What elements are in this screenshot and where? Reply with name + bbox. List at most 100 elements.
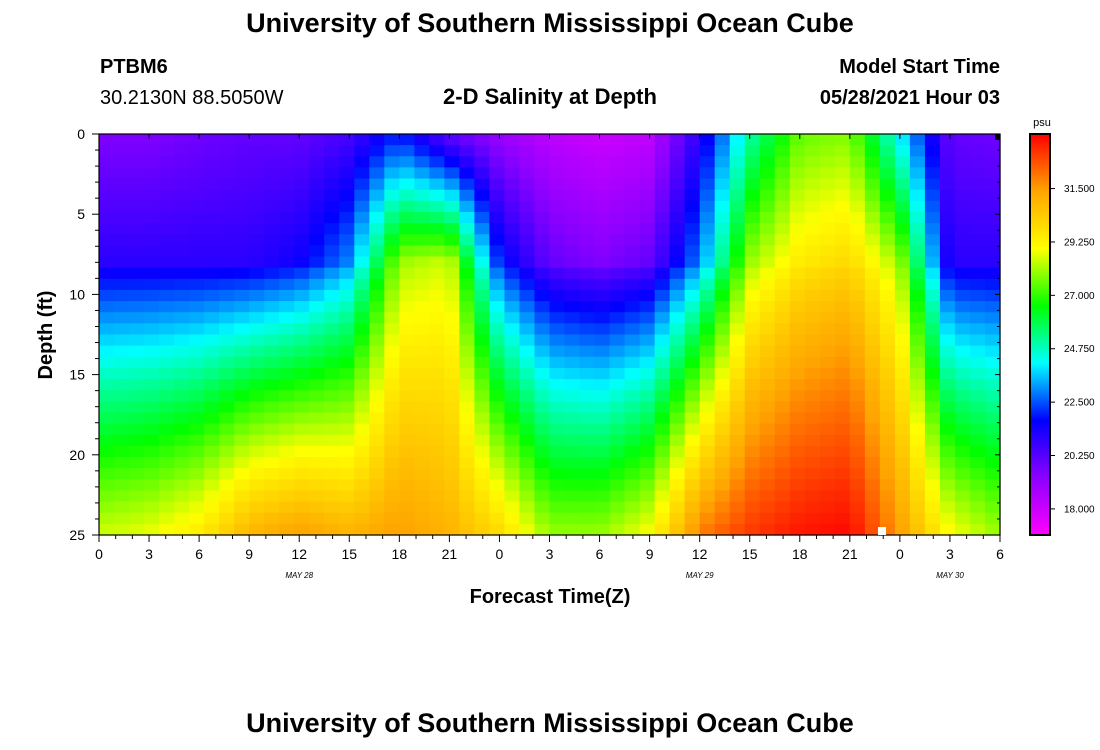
heatmap-cell [174,490,190,503]
heatmap-cell [519,356,536,369]
heatmap-cell [954,234,971,246]
heatmap-cell [894,445,911,458]
heatmap-cell [369,501,385,514]
heatmap-cell [534,245,551,258]
heatmap-cell [609,156,626,169]
heatmap-cell [864,479,881,492]
heatmap-cell [894,334,911,347]
heatmap-cell [909,512,926,525]
heatmap-cell [144,167,160,180]
heatmap-cell [684,379,701,391]
heatmap-cell [219,412,235,425]
heatmap-cell [324,490,340,503]
heatmap-cell [924,490,941,503]
heatmap-cell [954,278,971,291]
heatmap-cell [804,490,821,503]
heatmap-cell [594,512,611,525]
heatmap-cell [414,401,430,414]
heatmap-cell [879,468,896,480]
heatmap-cell [219,356,235,369]
heatmap-cell [294,512,310,525]
heatmap-cell [249,301,265,313]
heatmap-cell [969,401,986,414]
heatmap-cell [579,523,596,536]
heatmap-cell [924,457,941,469]
heatmap-cell [594,334,611,347]
x-tick-label: 0 [95,546,103,562]
heatmap-cell [264,245,280,258]
heatmap-cell [249,134,265,146]
heatmap-cell [984,412,1001,425]
heatmap-cell [579,223,596,235]
heatmap-cell [339,401,355,414]
heatmap-cell [729,412,746,425]
heatmap-cell [219,301,235,313]
heatmap-cell [744,167,761,180]
heatmap-cell [279,223,295,235]
heatmap-cell [744,234,761,246]
heatmap-cell [384,167,400,180]
heatmap-cell [99,334,115,347]
heatmap-cell [939,468,956,480]
heatmap-cell [354,390,370,402]
heatmap-cell [684,523,701,536]
heatmap-cell [924,523,941,536]
heatmap-cell [414,501,430,514]
heatmap-cell [984,245,1001,258]
heatmap-cell [954,134,971,146]
heatmap-cell [954,178,971,191]
x-date-label: MAY 28 [285,571,313,580]
heatmap-cell [249,390,265,402]
heatmap-cell [879,301,896,313]
heatmap-cell [309,234,325,246]
heatmap-cell [399,412,415,425]
heatmap-cell [909,490,926,503]
heatmap-cell [684,223,701,235]
heatmap-cell [624,457,641,469]
heatmap-cell [774,278,791,291]
heatmap-cell [474,490,491,503]
heatmap-cell [279,234,295,246]
heatmap-cell [384,245,400,258]
heatmap-cell [444,200,460,213]
heatmap-cell [609,301,626,313]
heatmap-cell [804,223,821,235]
heatmap-cell [459,512,476,525]
heatmap-cell [459,323,476,336]
heatmap-cell [489,134,506,146]
heatmap-cell [414,156,430,169]
heatmap-cell [834,323,851,336]
heatmap-cell [459,234,476,246]
heatmap-cell [789,323,806,336]
heatmap-cell [699,301,716,313]
heatmap-cell [339,234,355,246]
heatmap-cell [819,145,836,157]
heatmap-cell [549,145,566,157]
heatmap-cell [474,200,491,213]
heatmap-cell [339,434,355,447]
heatmap-cell [504,289,521,302]
heatmap-cell [99,256,115,269]
x-tick-label: 9 [646,546,654,562]
heatmap-cell [474,401,491,414]
heatmap-cell [804,289,821,302]
heatmap-cell [984,523,1001,536]
heatmap-cell [159,457,175,469]
heatmap-cell [864,490,881,503]
heatmap-cell [519,445,536,458]
heatmap-cell [444,457,460,469]
heatmap-cell [489,423,506,436]
heatmap-cell [504,434,521,447]
heatmap-cell [489,379,506,391]
heatmap-cell [714,167,731,180]
heatmap-cell [444,379,460,391]
heatmap-cell [309,145,325,157]
heatmap-cell [564,512,581,525]
heatmap-cell [129,167,145,180]
heatmap-cell [954,412,971,425]
heatmap-cell [624,234,641,246]
heatmap-cell [189,490,205,503]
heatmap-cell [354,301,370,313]
heatmap-cell [519,523,536,536]
heatmap-cell [519,379,536,391]
